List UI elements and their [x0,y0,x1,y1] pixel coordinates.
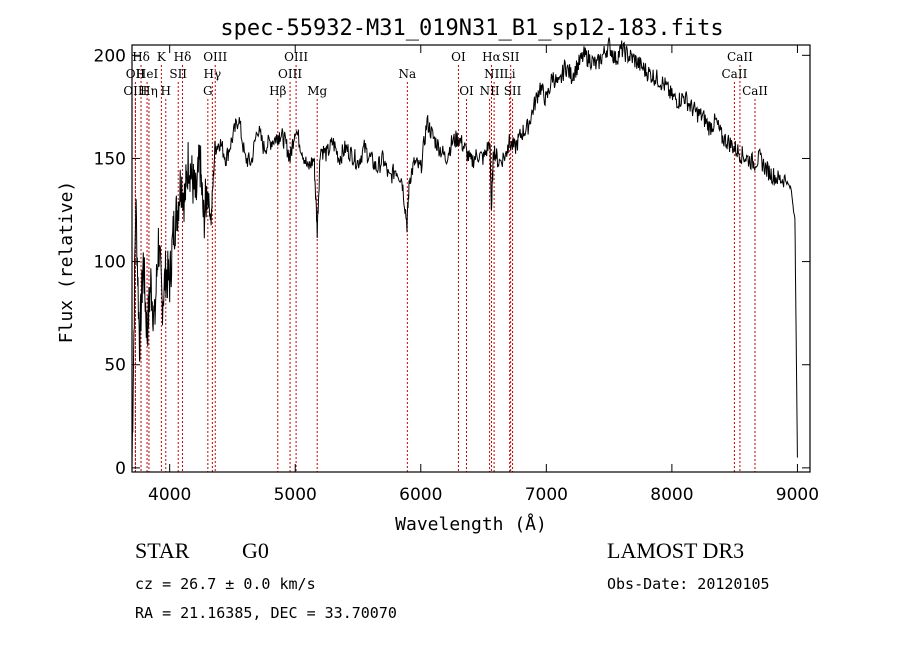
x-tick-label: 5000 [274,485,317,505]
line-marker-label: NII [480,84,500,98]
line-marker-label: Hβ [269,84,286,98]
line-marker-label: K [157,50,167,64]
x-tick-label: 4000 [148,485,191,505]
y-tick-label: 50 [104,356,126,376]
x-tick-label: 6000 [399,485,442,505]
y-axis-label: Flux (relative) [56,181,77,344]
line-marker-label: Hδ [132,50,150,64]
line-marker-label: G [203,84,213,98]
line-marker-label: CaII [727,50,753,64]
line-marker-label: Na [399,67,417,81]
x-tick-label: 8000 [650,485,693,505]
spectrum-line [131,37,798,465]
line-marker-label: Hα [482,50,501,64]
survey-label: LAMOST DR3 [607,538,745,563]
line-marker-label: SII [169,67,187,81]
star-subclass: G0 [242,538,269,563]
line-marker-label: OIII [278,67,302,81]
line-marker-label: SII [504,84,522,98]
line-marker-label: NII [484,67,504,81]
redshift-cz: cz = 26.7 ± 0.0 km/s [135,575,316,593]
line-marker-label: H [161,84,171,98]
line-marker-label: CaII [742,84,768,98]
line-marker-label: OIII [123,84,147,98]
coordinates: RA = 21.16385, DEC = 33.70070 [135,604,397,622]
line-marker-label: Mg [307,84,327,98]
line-marker-label: OIII [203,50,227,64]
y-tick-label: 200 [94,46,126,66]
line-marker-label: OI [451,50,466,64]
line-marker-label: OI [459,84,474,98]
line-marker-label: CaII [722,67,748,81]
x-axis-label: Wavelength (Å) [395,513,547,535]
line-marker-label: Li [504,67,516,81]
series-layer [131,37,798,465]
line-marker-label: Hη [140,84,158,98]
y-tick-label: 0 [115,459,126,479]
line-marker-label: Hδ [174,50,192,64]
tick-layer: 4000 5000 6000 7000 8000 9000 0 50 100 150 200 [94,45,819,505]
line-marker-label: OII [126,67,146,81]
line-marker-label: SII [502,50,520,64]
plot-frame [131,44,811,473]
chart-title: spec-55932-M31_019N31_B1_sp12-183.fits [220,16,723,41]
obs-date: Obs-Date: 20120105 [607,575,770,593]
line-marker-label: Hγ [204,67,222,81]
star-class: STAR [135,538,190,563]
line-marker-label: HeI [136,67,159,81]
y-tick-label: 150 [94,149,126,169]
line-marker-label: OIII [284,50,308,64]
x-tick-label: 7000 [525,485,568,505]
y-tick-label: 100 [94,253,126,273]
x-tick-label: 9000 [776,485,819,505]
